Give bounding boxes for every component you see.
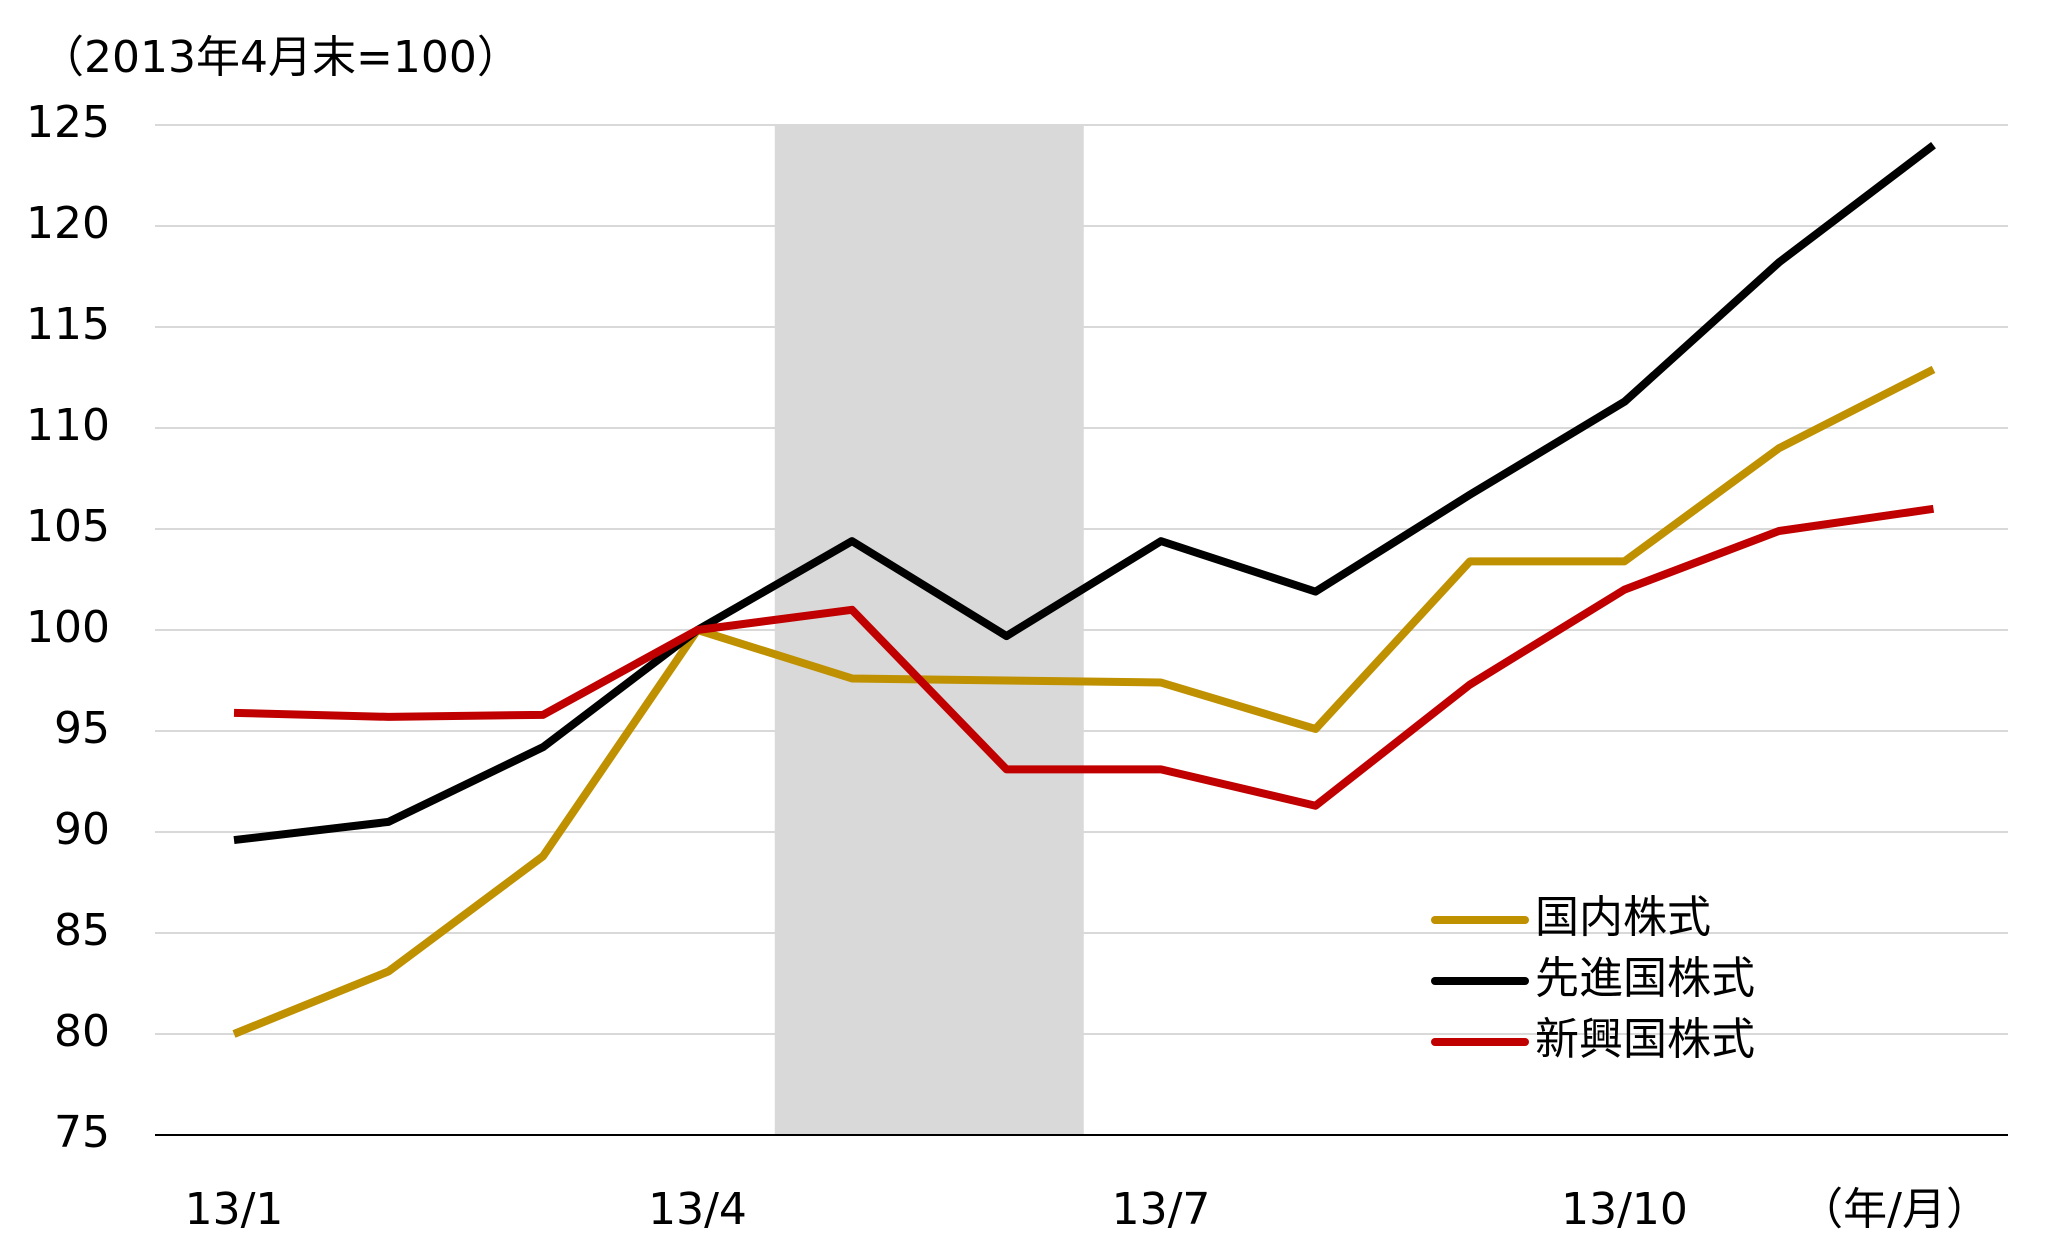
y-tick-label: 115 — [26, 299, 110, 350]
y-tick-label: 125 — [26, 97, 110, 148]
y-tick-label: 95 — [54, 703, 110, 754]
y-tick-label: 120 — [26, 198, 110, 249]
series-line — [232, 365, 1936, 1038]
y-tick-label: 80 — [54, 1006, 110, 1057]
legend-label: 先進国株式 — [1535, 953, 1755, 1004]
x-unit-label: （年/月） — [1799, 1184, 1990, 1235]
y-tick-label: 110 — [26, 400, 110, 451]
x-tick-label: 13/4 — [648, 1184, 747, 1235]
y-unit-label: （2013年4月末=100） — [40, 32, 521, 83]
x-tick-label: 13/1 — [185, 1184, 284, 1235]
x-tick-label: 13/10 — [1561, 1184, 1688, 1235]
series-line — [233, 504, 1935, 810]
legend-label: 国内株式 — [1535, 892, 1711, 943]
x-tick-label: 13/7 — [1112, 1184, 1211, 1235]
legend-label: 新興国株式 — [1535, 1014, 1755, 1065]
y-tick-label: 100 — [26, 602, 110, 653]
series-line — [233, 142, 1936, 845]
y-tick-label: 75 — [54, 1107, 110, 1158]
y-tick-label: 105 — [26, 501, 110, 552]
y-tick-label: 90 — [54, 804, 110, 855]
y-tick-label: 85 — [54, 905, 110, 956]
